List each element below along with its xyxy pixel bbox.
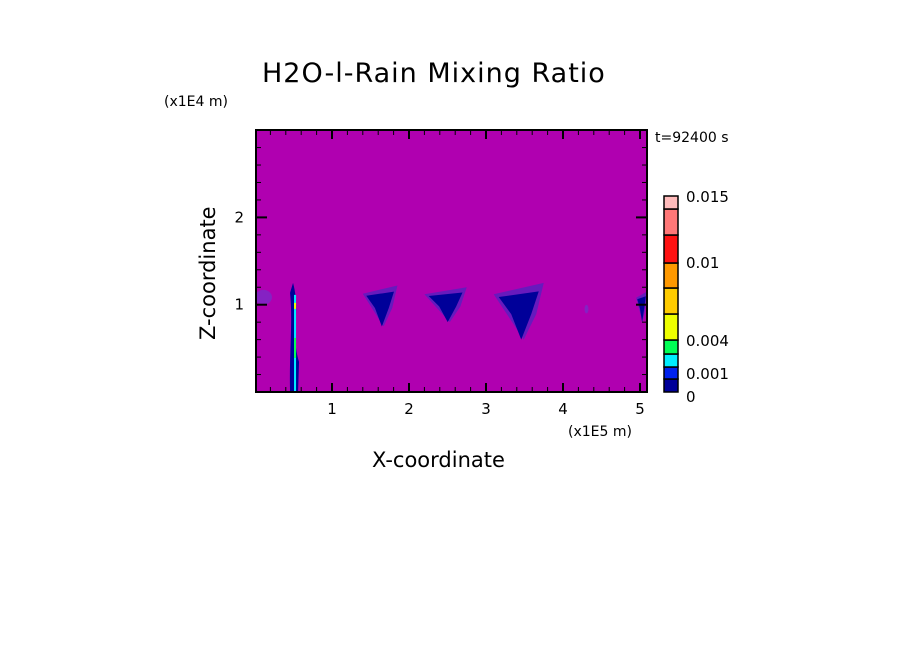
y-axis-unit: (x1E4 m) [164,94,228,110]
x-tick-label: 3 [481,400,491,418]
colorbar-label: 0 [686,388,696,406]
trace-rain-region [584,304,589,314]
colorbar-segment [663,366,679,380]
rain-feature-4 [493,282,544,340]
trace-rain-region [255,289,272,305]
y-tick-label: 2 [234,208,244,226]
colorbar-segment [663,313,679,341]
rain-feature-0 [255,289,272,305]
colorbar-segment [663,208,679,236]
rain-core [637,296,646,323]
rain-feature-6 [636,291,647,323]
chart-title: H2O-l-Rain Mixing Ratio [262,58,606,89]
rain-feature-5 [584,304,589,314]
rain-core [498,291,539,340]
colorbar-segment [663,234,679,264]
rain-feature-3 [424,287,467,323]
colorbar-segment [663,262,679,289]
rain-column-green [294,337,297,358]
colorbar-segment [663,339,679,355]
colorbar-segment [663,195,679,210]
colorbar-label: 0.015 [686,188,729,206]
plot-background [256,130,647,392]
rain-core [428,292,463,323]
x-tick-label: 4 [558,400,568,418]
colorbar-segment [663,378,679,393]
x-axis-label: X-coordinate [372,448,505,472]
rain-core [366,291,394,327]
rain-feature-2 [362,285,398,327]
colorbar-label: 0.004 [686,332,729,350]
colorbar-segment [663,353,679,368]
x-tick-label: 5 [635,400,645,418]
x-axis-unit: (x1E5 m) [568,424,632,440]
colorbar-label: 0.001 [686,365,729,383]
time-label: t=92400 s [655,130,729,146]
rain-column-max [294,302,297,309]
x-tick-label: 1 [327,400,337,418]
x-tick-label: 2 [404,400,414,418]
rain-feature-1 [289,282,300,392]
colorbar-segment [663,287,679,315]
y-tick-label: 1 [234,296,244,314]
colorbar-label: 0.01 [686,254,719,272]
plot-frame [255,129,648,393]
